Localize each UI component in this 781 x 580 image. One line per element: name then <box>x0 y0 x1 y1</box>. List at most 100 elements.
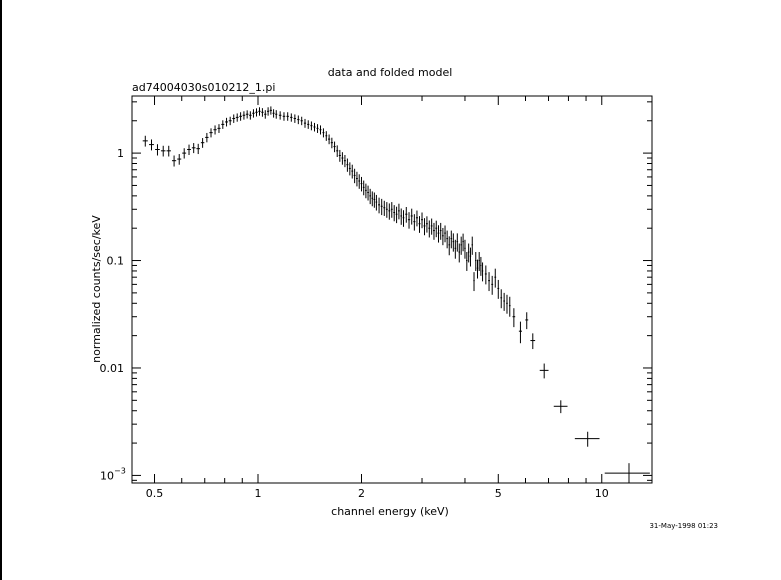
data-point <box>450 230 453 249</box>
data-point <box>249 111 252 120</box>
data-point <box>245 110 249 119</box>
data-point <box>278 111 282 120</box>
data-point <box>166 145 171 157</box>
data-point <box>209 128 213 138</box>
x-tick-label: 0.5 <box>146 487 164 500</box>
x-tick-label: 10 <box>595 487 609 500</box>
y-tick-label: 1 <box>117 147 124 160</box>
data-point <box>356 171 358 187</box>
data-point <box>200 138 205 148</box>
data-point <box>469 247 472 267</box>
data-point <box>221 120 225 129</box>
data-point <box>491 275 494 295</box>
chart-subtitle: ad74004030s010212_1.pi <box>132 81 275 94</box>
data-point <box>410 208 413 225</box>
data-point <box>553 400 568 414</box>
data-point <box>481 262 484 282</box>
data-point <box>446 230 448 249</box>
data-point <box>191 143 196 154</box>
data-point <box>497 279 500 299</box>
data-point <box>475 252 477 271</box>
data-point <box>228 116 232 126</box>
data-point <box>373 192 376 208</box>
data-point <box>369 188 372 205</box>
data-point <box>213 125 217 135</box>
data-point <box>525 312 529 330</box>
data-point <box>177 154 182 165</box>
data-point <box>378 197 381 214</box>
data-point <box>452 233 455 252</box>
data-point <box>518 321 522 344</box>
data-point <box>430 218 433 235</box>
data-point <box>500 289 503 309</box>
data-point <box>338 149 341 162</box>
data-point <box>322 128 325 138</box>
data-point <box>343 155 346 168</box>
data-point <box>435 220 438 238</box>
data-point <box>444 225 446 243</box>
data-point <box>358 174 361 189</box>
data-point <box>149 139 154 151</box>
data-point <box>380 198 383 216</box>
data-point <box>466 252 468 271</box>
data-point <box>275 110 278 119</box>
x-tick-label: 1 <box>255 487 262 500</box>
data-point <box>488 272 490 292</box>
data-point <box>269 106 272 115</box>
data-point <box>574 431 600 447</box>
data-point <box>242 111 246 120</box>
data-point <box>480 256 482 276</box>
data-point <box>348 162 351 176</box>
data-point <box>330 137 333 149</box>
data-point <box>460 236 462 255</box>
data-point <box>286 112 289 121</box>
data-point <box>398 203 400 220</box>
data-point <box>476 259 479 279</box>
data-point <box>506 294 508 314</box>
data-point <box>418 216 421 233</box>
data-point <box>261 108 264 117</box>
data-point <box>346 158 349 172</box>
data-point <box>310 121 313 131</box>
data-point <box>160 145 166 157</box>
data-point <box>325 131 328 141</box>
data-point <box>316 124 319 133</box>
data-point <box>264 110 267 119</box>
data-point <box>484 265 487 285</box>
data-point <box>313 122 316 132</box>
y-tick-exponent: −3 <box>114 466 126 475</box>
data-point <box>353 168 356 184</box>
data-point <box>182 148 187 159</box>
data-point <box>225 117 229 127</box>
data-point <box>293 114 297 123</box>
data-point <box>512 308 516 328</box>
data-point <box>503 292 505 311</box>
data-point <box>319 125 322 135</box>
data-point <box>439 222 442 240</box>
data-point <box>402 210 405 227</box>
y-tick-label: 0.1 <box>107 255 125 268</box>
data-point <box>255 108 258 117</box>
data-point <box>508 296 511 317</box>
plot-timestamp: 31-May-1998 01:23 <box>649 522 718 530</box>
data-point <box>155 144 160 156</box>
x-tick-label: 2 <box>358 487 365 500</box>
data-point <box>413 214 416 231</box>
data-point <box>290 113 293 122</box>
data-point <box>142 135 148 147</box>
data-point <box>400 208 403 225</box>
data-point <box>448 236 451 256</box>
data-point <box>171 155 177 167</box>
data-point <box>367 185 369 201</box>
data-point <box>454 239 457 259</box>
chart-title: data and folded model <box>328 66 453 79</box>
data-point <box>235 113 239 122</box>
data-point <box>462 233 464 252</box>
data-point <box>205 132 209 143</box>
x-tick-label: 5 <box>495 487 502 500</box>
data-point <box>442 227 444 246</box>
data-point <box>471 236 473 255</box>
data-point <box>530 333 536 350</box>
x-axis-label: channel energy (keV) <box>331 505 449 518</box>
